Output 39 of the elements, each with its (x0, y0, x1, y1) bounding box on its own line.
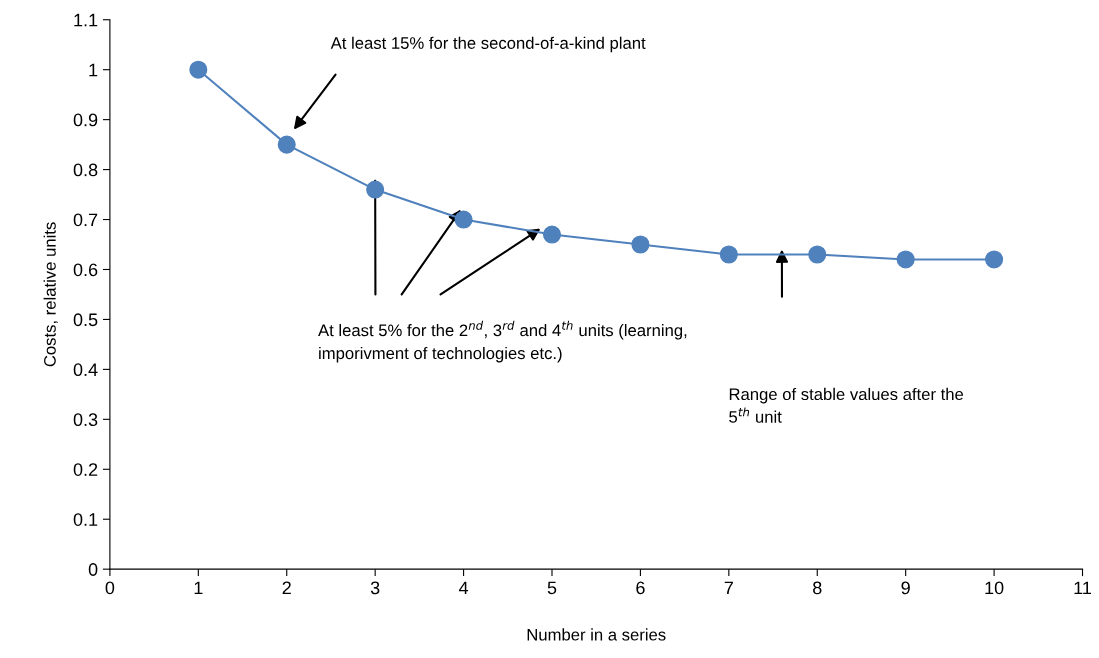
y-tick-label: 0.4 (73, 363, 98, 377)
y-tick-label: 0.6 (73, 263, 98, 277)
y-tick-label: 0.7 (73, 213, 98, 227)
x-tick-label: 10 (985, 581, 1004, 595)
point (719, 245, 738, 264)
y-tick-label: 0 (88, 563, 98, 576)
y-tick-label: 0.1 (73, 513, 98, 526)
x-tick-label: 6 (636, 581, 645, 595)
point (366, 180, 385, 199)
x-tick-label: 3 (370, 581, 380, 595)
x-tick-label: 5 (547, 581, 557, 595)
x-tick-label: 9 (901, 581, 910, 595)
x-tick-label: 2 (282, 581, 291, 595)
point (631, 235, 650, 254)
point (542, 225, 562, 244)
point (808, 245, 827, 264)
point (454, 210, 473, 229)
y-tick-label: 1.1 (74, 13, 98, 27)
y-axis-title: Costs, relative units (43, 222, 58, 367)
annotation: Range of stable values after the 5$^{th}$ unit (729, 387, 964, 423)
y-tick-label: 0.8 (73, 163, 98, 177)
x-tick-label: 0 (105, 581, 115, 595)
point (189, 60, 208, 79)
x-tick-label: 1 (194, 581, 203, 595)
x-tick-label: 8 (813, 581, 822, 595)
y-tick-label: 0.5 (73, 313, 98, 327)
point (985, 250, 1004, 269)
annotation: At least 5% for the 2$^{nd}$, 3$^{rd}$ and 4$^{th}$ units (learning, imporivment of technologies etc.) (318, 320, 687, 363)
x-tick-label: 4 (458, 581, 469, 595)
y-tick-label: 0.9 (73, 113, 98, 127)
x-tick-label: 7 (724, 581, 733, 595)
y-tick-label: 1 (89, 63, 98, 77)
point (896, 250, 915, 269)
y-tick-label: 0.3 (73, 413, 98, 427)
point (277, 135, 296, 154)
x-axis-title: Number in a series (527, 628, 666, 641)
x-tick-label: 11 (1074, 581, 1092, 595)
y-tick-label: 0.2 (73, 463, 98, 476)
annotation: At least 15% for the second-of-a-kind plant (330, 36, 646, 53)
